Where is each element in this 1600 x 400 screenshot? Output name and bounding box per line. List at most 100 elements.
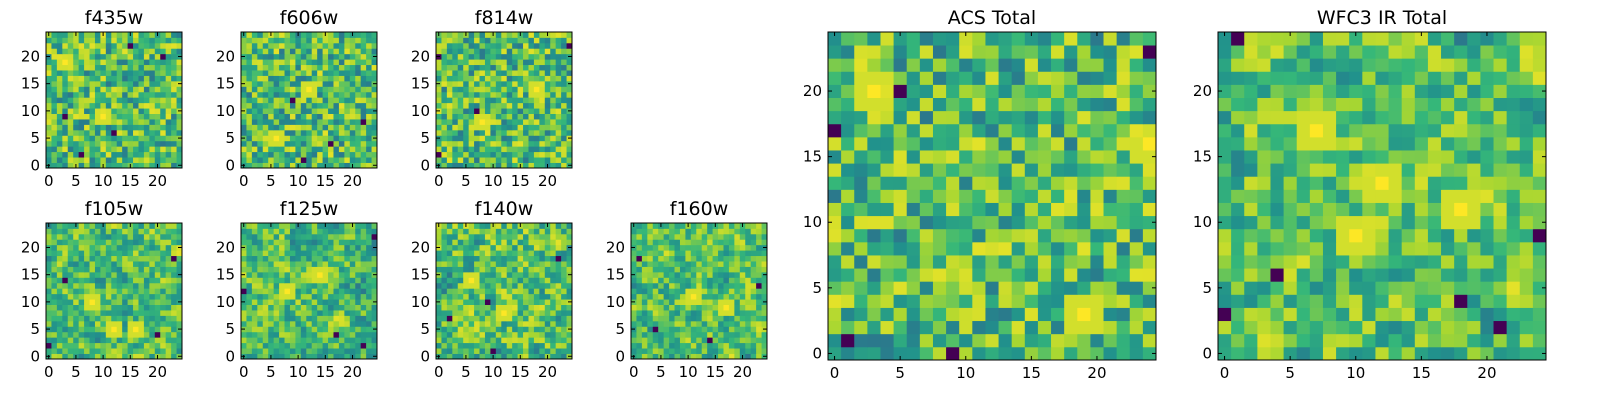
heatmap-cell: [149, 239, 156, 246]
heatmap-cell: [165, 91, 172, 98]
heatmap-cell: [550, 337, 557, 344]
heatmap-cell: [122, 157, 128, 163]
heatmap-cell: [841, 228, 855, 243]
heatmap-cell: [322, 304, 329, 311]
heatmap-cell: [528, 331, 535, 338]
heatmap-cell: [67, 223, 74, 229]
heatmap-cell: [306, 239, 313, 246]
heatmap-cell: [73, 59, 80, 66]
heatmap-cell: [679, 261, 686, 267]
heatmap-cell: [241, 86, 247, 93]
heatmap-cell: [854, 333, 868, 348]
heatmap-cell: [273, 113, 280, 120]
heatmap-cell: [251, 353, 258, 360]
heatmap-cell: [652, 271, 659, 278]
heatmap-cell: [1103, 333, 1118, 348]
heatmap-cell: [446, 233, 453, 240]
heatmap-cell: [360, 233, 367, 240]
heatmap-cell: [246, 271, 253, 278]
heatmap-cell: [94, 326, 101, 333]
heatmap-cell: [685, 315, 692, 322]
heatmap-cell: [679, 277, 686, 284]
heatmap-cell: [474, 75, 480, 82]
heatmap-cell: [122, 91, 128, 98]
heatmap-cell: [679, 255, 686, 262]
heatmap-cell: [262, 124, 269, 131]
heatmap-cell: [828, 228, 842, 243]
heatmap-cell: [366, 233, 372, 240]
heatmap-cell: [300, 304, 307, 311]
heatmap-cell: [100, 239, 107, 246]
heatmap-cell: [1142, 163, 1157, 177]
heatmap-cell: [262, 86, 269, 93]
heatmap-cell: [561, 239, 567, 246]
heatmap-cell: [867, 346, 881, 361]
heatmap-cell: [171, 348, 177, 354]
heatmap-cell: [84, 304, 90, 311]
heatmap-cell: [289, 53, 296, 60]
heatmap-cell: [457, 255, 464, 262]
heatmap-cell: [333, 162, 340, 169]
heatmap-cell: [946, 241, 960, 256]
heatmap-cell: [745, 310, 752, 316]
heatmap-cell: [78, 91, 85, 98]
heatmap-cell: [561, 299, 567, 305]
heatmap-cell: [100, 261, 107, 267]
heatmap-cell: [268, 80, 275, 87]
heatmap-cell: [712, 271, 719, 278]
heatmap-cell: [138, 326, 145, 333]
heatmap-cell: [452, 108, 459, 114]
heatmap-cell: [149, 129, 156, 136]
heatmap-cell: [246, 151, 253, 158]
heatmap-cell: [946, 163, 960, 177]
heatmap-cell: [690, 266, 697, 273]
heatmap-cell: [452, 299, 459, 305]
heatmap-cell: [561, 42, 567, 49]
y-tick-label: 0: [420, 156, 430, 174]
heatmap-cell: [1051, 202, 1065, 217]
heatmap-cell: [300, 162, 307, 169]
heatmap-cell: [457, 140, 464, 147]
heatmap-cell: [490, 255, 497, 262]
heatmap-cell: [544, 42, 551, 49]
heatmap-cell: [165, 244, 172, 251]
heatmap-cell: [446, 228, 453, 235]
heatmap-cell: [1011, 150, 1026, 164]
heatmap-cell: [284, 353, 291, 360]
heatmap-cell: [561, 320, 567, 327]
heatmap-cell: [333, 32, 340, 38]
heatmap-cell: [685, 304, 692, 311]
heatmap-cell: [707, 310, 713, 316]
heatmap-cell: [349, 70, 356, 76]
heatmap-cell: [317, 315, 323, 322]
heatmap-cell: [468, 53, 475, 60]
heatmap-cell: [143, 157, 150, 163]
heatmap-cell: [1129, 241, 1144, 256]
heatmap-cell: [143, 320, 150, 327]
heatmap-cell: [528, 146, 535, 153]
heatmap-cell: [143, 299, 150, 305]
heatmap-cell: [652, 266, 659, 273]
heatmap-cell: [262, 151, 269, 158]
heatmap-cell: [165, 113, 172, 120]
heatmap-cell: [959, 281, 973, 295]
heatmap-cell: [745, 282, 752, 289]
x-tick-label: 10: [484, 172, 503, 190]
heatmap-cell: [67, 42, 74, 49]
heatmap-cell: [295, 277, 302, 284]
heatmap-cell: [111, 271, 118, 278]
heatmap-cell: [679, 331, 686, 338]
heatmap-cell: [268, 348, 275, 354]
heatmap-cell: [734, 288, 741, 295]
heatmap-cell: [143, 140, 150, 147]
heatmap-cell: [322, 119, 329, 125]
heatmap-cell: [56, 48, 63, 55]
heatmap-cell: [452, 228, 459, 235]
heatmap-cell: [165, 146, 172, 153]
heatmap-cell: [160, 80, 167, 87]
heatmap-cell: [143, 255, 150, 262]
heatmap-cell: [176, 228, 183, 235]
heatmap-cell: [457, 277, 464, 284]
heatmap-cell: [1037, 189, 1052, 203]
heatmap-cell: [723, 255, 730, 262]
